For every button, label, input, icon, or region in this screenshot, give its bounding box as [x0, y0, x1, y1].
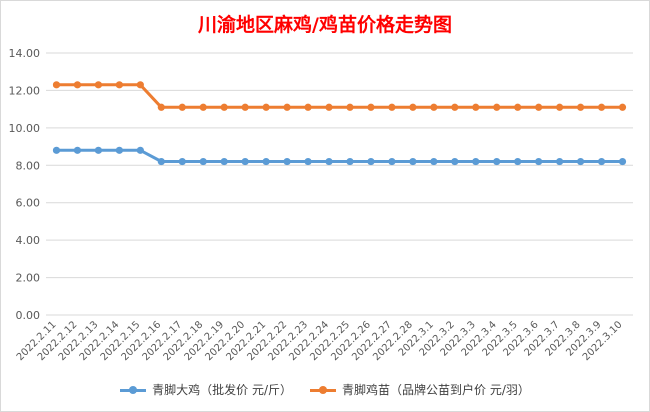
y-tick-label-5: 10.00	[9, 122, 41, 135]
series-1-point-6	[178, 157, 186, 166]
series-2-point-13	[325, 103, 333, 111]
legend-label-series-1: 青脚大鸡（批发价 元/斤）	[152, 383, 292, 397]
series-1-point-20	[472, 157, 480, 166]
series-1-point-17	[409, 157, 417, 166]
series-2-point-6	[178, 103, 186, 111]
series-2-point-4	[136, 81, 144, 89]
series-2-point-17	[409, 103, 417, 111]
series-1-point-13	[325, 157, 333, 166]
series-2-point-12	[304, 103, 312, 111]
series-2-point-0	[52, 81, 61, 89]
series-1-point-16	[388, 157, 396, 166]
series-1-point-5	[157, 157, 165, 166]
series-2-point-24	[556, 103, 564, 111]
series-1-point-1	[73, 146, 82, 154]
series-1-point-0	[52, 146, 61, 154]
series-1-point-26	[597, 157, 606, 166]
series-1-point-24	[556, 157, 564, 166]
series-1-point-15	[367, 157, 375, 166]
legend-marker-series-2	[310, 384, 336, 396]
series-2-point-1	[73, 81, 82, 89]
series-2-point-23	[535, 103, 543, 111]
series-1-point-14	[346, 157, 354, 166]
series-1-point-11	[283, 157, 291, 166]
y-tick-label-0: 0.00	[16, 309, 41, 322]
series-2-point-7	[199, 103, 207, 111]
series-1-point-22	[514, 157, 522, 166]
y-tick-label-6: 12.00	[9, 84, 41, 97]
series-2-point-9	[241, 103, 249, 111]
legend-item-series-2: 青脚鸡苗（品牌公苗到户价 元/羽）	[310, 381, 530, 398]
series-2-point-25	[576, 103, 585, 111]
series-2-line	[55, 83, 624, 109]
series-2-point-16	[388, 103, 396, 111]
y-tick-label-1: 2.00	[16, 272, 41, 285]
series-2-point-5	[157, 103, 165, 111]
chart-title: 川渝地区麻鸡/鸡苗价格走势图	[198, 14, 452, 36]
series-1-point-2	[94, 146, 103, 154]
series-2-point-14	[346, 103, 354, 111]
legend-label-series-2: 青脚鸡苗（品牌公苗到户价 元/羽）	[342, 383, 530, 397]
series-1-point-3	[115, 146, 123, 154]
series-1-point-7	[199, 157, 207, 166]
series-2-point-20	[472, 103, 480, 111]
y-tick-label-2: 4.00	[16, 234, 41, 247]
series-1-point-9	[241, 157, 249, 166]
series-1-point-23	[535, 157, 543, 166]
series-2-point-19	[451, 103, 459, 111]
series-2-point-3	[115, 81, 123, 89]
series-2-point-10	[262, 103, 270, 111]
series-2-point-8	[220, 103, 228, 111]
chart-legend: 青脚大鸡（批发价 元/斤） 青脚鸡苗（品牌公苗到户价 元/羽）	[0, 381, 650, 398]
series-1-point-21	[493, 157, 501, 166]
series-1-point-10	[262, 157, 270, 166]
series-2-point-27	[618, 103, 627, 111]
series-1-point-25	[576, 157, 585, 166]
series-1-line	[55, 148, 624, 163]
series-1-point-12	[304, 157, 312, 166]
series-1-point-8	[220, 157, 228, 166]
y-tick-label-7: 14.00	[9, 47, 41, 60]
legend-item-series-1: 青脚大鸡（批发价 元/斤）	[120, 381, 292, 398]
y-tick-label-4: 8.00	[16, 159, 41, 172]
series-1-point-27	[618, 157, 627, 166]
series-2-point-18	[430, 103, 438, 111]
series-1-point-18	[430, 157, 438, 166]
series-2-point-15	[367, 103, 375, 111]
series-2-point-11	[283, 103, 291, 111]
series-1-point-4	[136, 146, 144, 154]
series-2-point-22	[514, 103, 522, 111]
series-2-point-21	[493, 103, 501, 111]
y-tick-label-3: 6.00	[16, 197, 41, 210]
legend-marker-series-1	[120, 384, 147, 396]
series-2-point-26	[597, 103, 606, 111]
series-2-point-2	[94, 81, 103, 89]
series-1-point-19	[451, 157, 459, 166]
